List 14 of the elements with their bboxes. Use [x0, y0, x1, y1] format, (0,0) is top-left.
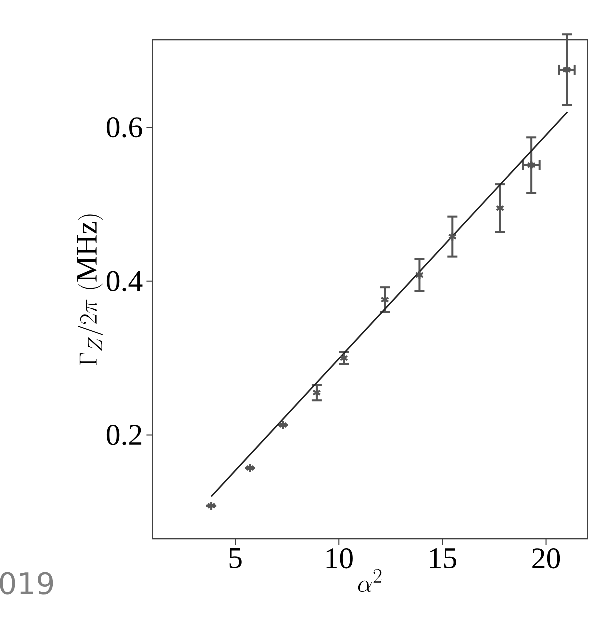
x-axis-title: $\alpha^2$: [358, 569, 382, 592]
x-tick-label: 5: [230, 548, 242, 568]
y-tick-label: 0.2: [106, 425, 142, 446]
x-tick-label: 20: [532, 548, 560, 569]
y-tick-label: 0.4: [106, 271, 143, 292]
point: [278, 420, 288, 430]
point: [207, 500, 216, 511]
y-axis-title: $\Gamma_Z/2\pi\ (\mathrm{MHz})$: [77, 214, 103, 366]
point: [312, 388, 322, 398]
y-tick-label: 0.6: [106, 118, 142, 138]
text: 019: [0, 572, 54, 595]
x-tick-label: 15: [430, 548, 456, 569]
point: [246, 463, 255, 474]
x-tick-label: 10: [326, 548, 353, 569]
